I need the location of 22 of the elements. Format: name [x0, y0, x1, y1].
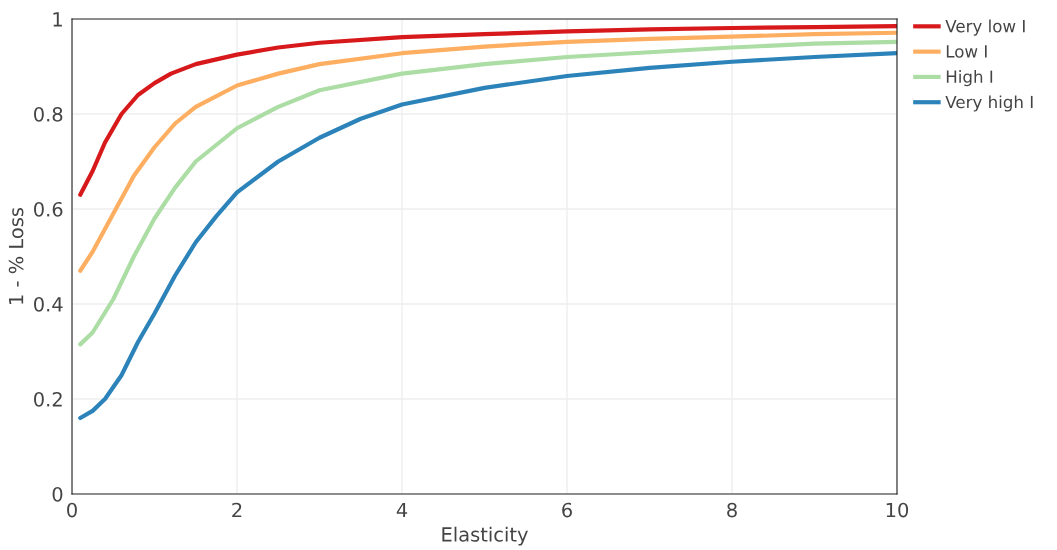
legend-label: Low I	[946, 45, 987, 58]
y-tick-label: 0.2	[34, 391, 62, 407]
line-series	[78, 39, 897, 347]
y-tick-label: 0.8	[34, 106, 63, 122]
x-axis-title: Elasticity	[442, 526, 528, 546]
x-tick-label: 4	[396, 502, 408, 518]
x-tick-label: 2	[232, 502, 242, 518]
legend-label: Very low I	[945, 19, 1025, 36]
legend-label: High I	[946, 70, 993, 87]
x-tick-label: 10	[886, 502, 909, 518]
y-axis-title: 1 - % Loss	[8, 207, 24, 304]
y-tick-label: 1	[53, 12, 62, 27]
y-tick-label: 0.4	[34, 296, 63, 312]
line-series	[78, 51, 897, 421]
y-tick-label: 0.6	[34, 201, 63, 217]
x-tick-label: 0	[67, 502, 77, 518]
y-tick-label: 0	[52, 486, 63, 502]
legend-label: Very high I	[945, 95, 1033, 112]
line-series	[78, 30, 897, 273]
x-tick-label: 6	[562, 502, 572, 518]
line-series	[78, 24, 897, 197]
x-tick-label: 8	[727, 502, 737, 518]
